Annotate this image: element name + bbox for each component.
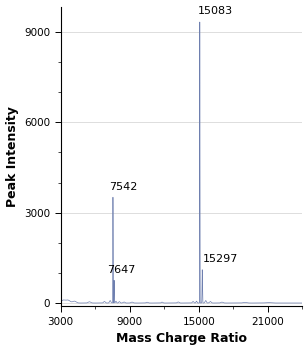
Y-axis label: Peak Intensity: Peak Intensity	[6, 106, 18, 207]
Text: 15083: 15083	[197, 6, 233, 16]
Text: 15297: 15297	[203, 254, 238, 264]
Text: 7647: 7647	[107, 265, 135, 275]
X-axis label: Mass Charge Ratio: Mass Charge Ratio	[116, 332, 247, 345]
Text: 7542: 7542	[110, 182, 138, 192]
